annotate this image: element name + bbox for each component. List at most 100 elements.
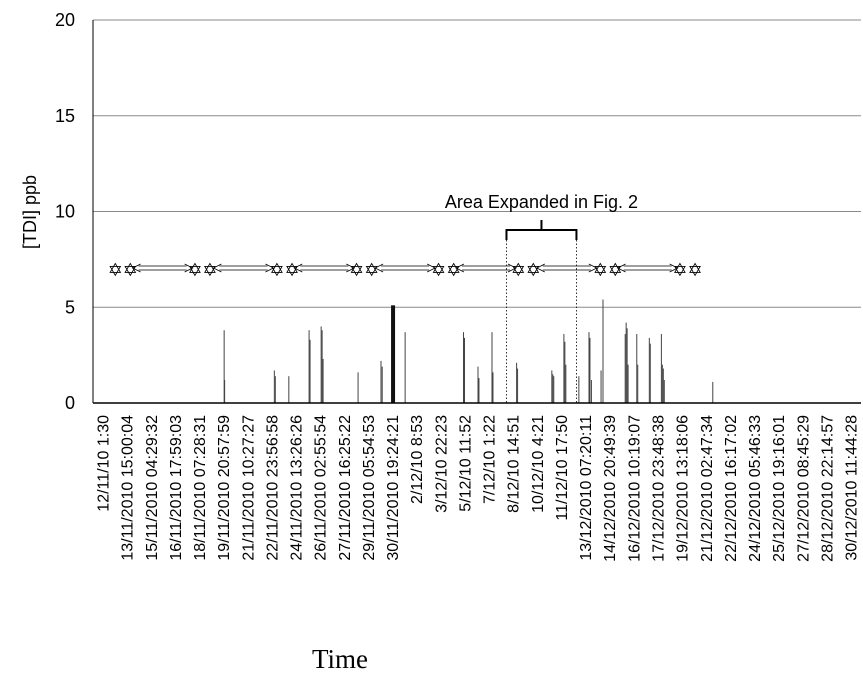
double-arrow-head-left [455,263,465,273]
double-arrow-head-right [588,263,598,273]
spike-bar [578,376,580,403]
spike-bar [627,364,629,403]
double-arrow-head-right [426,263,437,273]
star-pair-marker: ✡✡ [672,260,702,280]
x-tick-label: 13/11/2010 15:00:04 [120,415,137,561]
spike-bar [648,337,650,403]
x-tick-label: 11/12/10 17:50 [554,415,571,521]
spike-bar [274,376,276,403]
data-spikes [223,299,714,403]
spike-bar [663,380,665,403]
star-pair-marker: ✡✡ [269,260,299,280]
x-tick-label: 16/11/2010 17:59:03 [168,415,185,561]
spike-bar [516,362,518,403]
y-tick-label: 20 [55,10,75,30]
bracket-arm [505,229,578,240]
spike-bar [273,370,275,403]
x-tick-label: 24/12/2010 05:46:33 [747,415,764,562]
spike-bar [553,376,555,403]
double-arrows [131,263,679,273]
star-pair-marker: ✡✡ [593,260,623,280]
double-arrow-shaft [300,265,349,271]
x-tick-label: 30/12/2010 11:44:28 [844,415,861,561]
double-arrow-shaft [381,265,430,271]
spike-bar [322,358,324,403]
spike-bar [662,368,664,403]
spike-bar [224,380,226,403]
spike-bar [563,334,565,403]
y-tick-label: 10 [55,202,75,222]
double-arrow-head-left [131,263,141,273]
spike-bar [478,378,480,403]
spike-bar [636,334,638,403]
spike-bar [660,334,662,403]
x-tick-label: 21/12/2010 02:47:34 [699,415,716,562]
y-tick-label: 5 [65,297,75,317]
double-arrow-shaft [623,265,672,271]
double-arrow-shaft [461,265,510,271]
spike-bar [551,370,553,403]
y-tick-label: 0 [65,393,75,413]
spike-bar [380,360,382,403]
x-tick-label: 14/12/2010 20:49:39 [602,415,619,562]
spike-bar [517,368,519,403]
x-tick-label: 29/11/2010 05:54:53 [361,415,378,561]
x-tick-label: 21/11/2010 10:27:27 [240,415,257,561]
expanded-area-bracket [505,220,578,403]
double-arrow-head-left [535,263,545,273]
x-tick-label: 25/12/2010 19:16:01 [771,415,788,562]
spike-bar [626,328,628,403]
spike-bar [637,364,639,403]
x-tick-label: 27/12/2010 08:45:29 [795,415,812,562]
star-markers: ✡✡ ✡✡ ✡✡ ✡✡ ✡✡ ✡✡ ✡✡ ✡✡ [108,260,703,280]
x-tick-label: 15/11/2010 04:29:32 [144,415,161,561]
spike-bar [492,372,494,403]
double-arrow-shaft [542,265,591,271]
spike-bar [564,341,566,403]
x-tick-label: 8/12/10 14:51 [506,415,523,513]
x-tick-label: 2/12/10 8:53 [409,415,426,504]
x-tick-label: 19/11/2010 20:57:59 [216,415,233,561]
spike-bar [477,366,479,403]
x-tick-label: 12/11/10 1:30 [96,415,113,512]
double-arrow-head-left [616,263,626,273]
double-arrow-head-left [293,263,303,273]
spike-bar [590,380,592,403]
spike-bar [321,330,323,403]
x-tick-label: 30/11/2010 19:24:21 [385,415,402,561]
x-tick-label: 3/12/10 22:23 [433,415,450,513]
spike-bar [661,364,663,403]
spike-bar [712,381,714,403]
spike-bar [588,332,590,403]
spike-bar [491,332,493,403]
spike-bar [320,326,322,403]
star-pair-marker: ✡✡ [431,260,461,280]
x-tick-label: 18/11/2010 07:28:31 [192,415,209,561]
spike-bar [223,330,225,403]
spike-bar [381,366,383,403]
spike-bar [565,364,567,403]
spike-bar [600,370,602,403]
spike-bar [624,334,626,403]
x-tick-label: 5/12/10 11:52 [457,415,474,512]
x-axis-tick-labels: 12/11/10 1:30 13/11/2010 15:00:04 15/11/20… [96,415,861,562]
spike-bar [357,372,359,403]
double-arrow-head-right [507,263,517,273]
expanded-area-annotation: Area Expanded in Fig. 2 [445,192,638,212]
spike-bar [463,332,465,403]
spike-bar [625,322,627,403]
double-arrow-head-left [374,263,384,273]
star-pair-marker: ✡✡ [187,260,217,280]
x-tick-label: 26/11/2010 02:55:54 [313,415,330,561]
double-arrow-head-right [265,263,275,273]
spike-bar [552,374,554,403]
x-tick-label: 24/11/2010 13:26:26 [289,415,306,561]
spike-bar [391,305,396,403]
spike-bar [589,337,591,403]
gridlines [93,19,861,308]
star-pair-marker: ✡✡ [511,260,541,280]
x-tick-label: 13/12/2010 07:20:11 [578,415,595,561]
x-tick-label: 7/12/10 1:22 [482,415,499,504]
spike-bar [404,332,406,403]
